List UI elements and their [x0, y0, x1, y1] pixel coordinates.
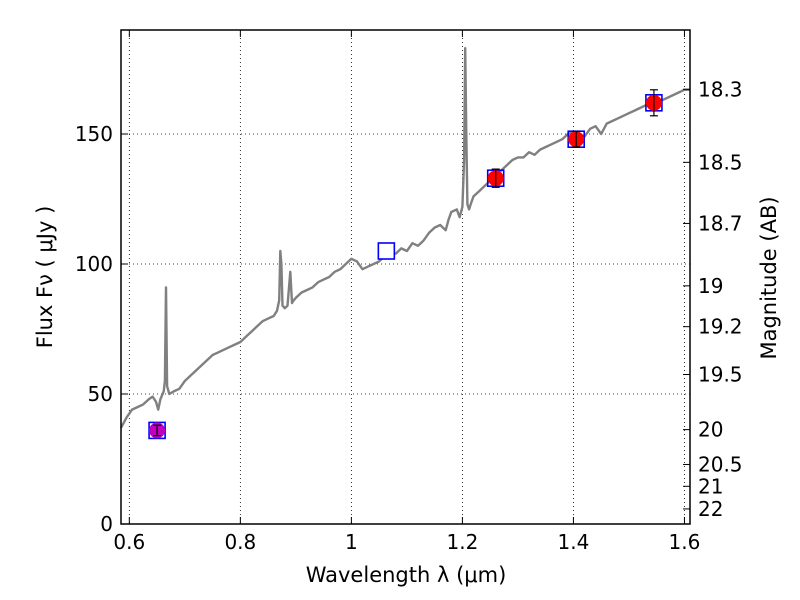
photometric-point	[148, 421, 166, 440]
y2-tick-label: 19	[698, 274, 723, 298]
y-tick-label: 0	[100, 512, 113, 536]
y-tick-label: 100	[75, 252, 113, 276]
x-tick-label: 0.8	[224, 530, 256, 554]
y2-tick-label: 22	[698, 497, 723, 521]
spectrum-series	[119, 47, 690, 429]
y2-tick-label: 20	[698, 418, 723, 442]
x-tick-label: 1	[345, 530, 358, 554]
y2-tick-label: 18.3	[698, 77, 743, 101]
y2-tick-label: 18.5	[698, 150, 743, 174]
y-axis-label: Flux Fν ( μJy )	[33, 206, 57, 349]
photometric-point	[486, 168, 505, 188]
y2-tick-label: 19.2	[698, 315, 743, 339]
plot-frame	[120, 29, 691, 525]
grid-lines	[121, 30, 690, 524]
spectrum-line	[119, 47, 690, 429]
y2-tick-label: 20.5	[698, 452, 743, 476]
photometric-points	[148, 89, 663, 440]
y-tick-label: 150	[75, 122, 113, 146]
x-tick-label: 0.6	[113, 530, 145, 554]
x-tick-label: 1.2	[446, 530, 478, 554]
x-axis-label: Wavelength λ (μm)	[306, 563, 507, 587]
y2-tick-label: 21	[698, 474, 723, 498]
y2-axis-label: Magnitude (AB)	[757, 196, 781, 359]
y2-tick-label: 18.7	[698, 211, 743, 235]
point-box	[377, 242, 396, 260]
x-tick-label: 1.6	[669, 530, 701, 554]
photometric-point	[567, 130, 586, 148]
photometric-point	[645, 89, 663, 117]
y-tick-label: 50	[88, 382, 113, 406]
photometric-point	[377, 242, 396, 260]
x-tick-label: 1.4	[558, 530, 590, 554]
y2-tick-label: 19.5	[698, 363, 743, 387]
axis-ticks: 0.6 0.8 1 1.2 1.4 1.6 0 50 100 150 18.3 18.5 18.7 19 1…	[75, 30, 743, 554]
